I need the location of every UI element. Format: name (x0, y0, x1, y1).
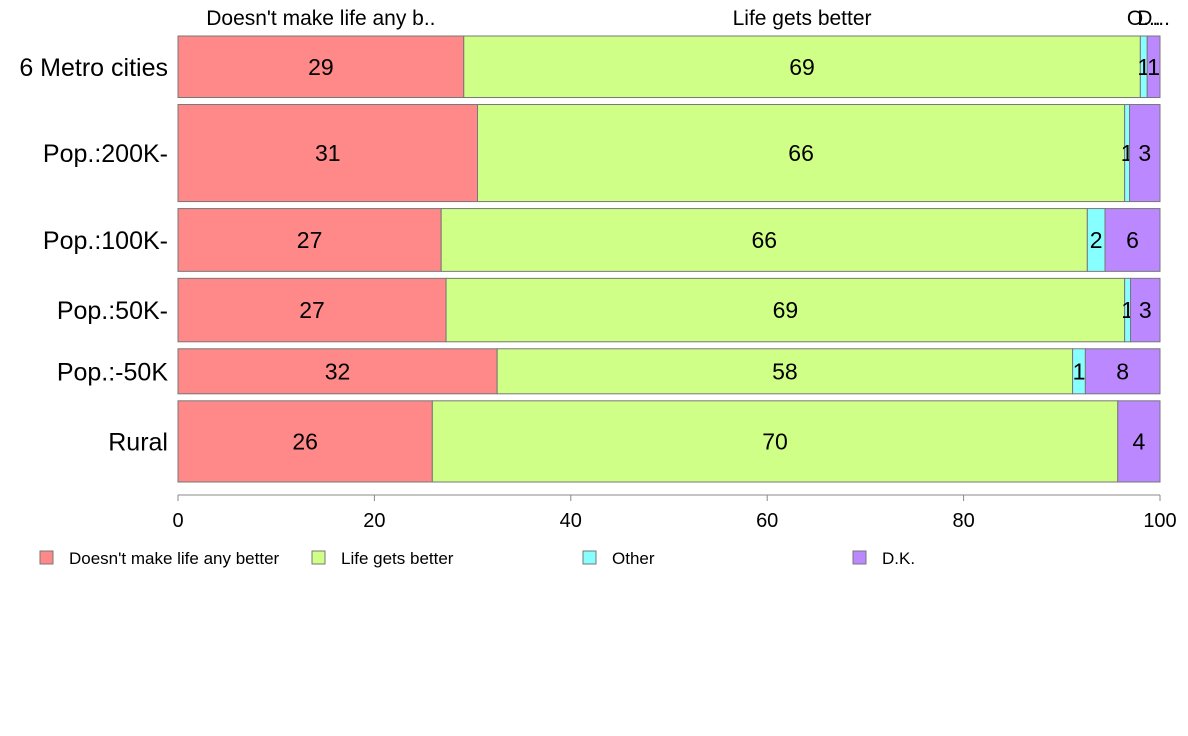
value-label: 26 (292, 428, 318, 454)
legend-label-other: Other (612, 549, 655, 568)
column-header-d-k: D... (1137, 7, 1170, 30)
bar-rural-d-k (1117, 400, 1161, 483)
bar-pop-50k-doesn-t-make-life-any-better (177, 348, 498, 395)
value-label: 8 (1116, 358, 1129, 384)
value-label: 58 (772, 358, 798, 384)
x-tick-label: 0 (172, 510, 183, 532)
x-axis: 0 20 40 60 80 100 (172, 494, 1177, 532)
bar-6-metro-cities-d-k (1146, 35, 1161, 99)
value-label: 4 (1132, 428, 1145, 454)
bar-pop-50k-d-k (1130, 277, 1161, 343)
column-headers: Doesn't make life any b.. Life gets bette… (206, 7, 1170, 30)
x-tick-label: 40 (560, 510, 582, 532)
bar-pop-200k-doesn-t-make-life-any-better (177, 104, 479, 203)
x-tick-label: 100 (1143, 510, 1176, 532)
legend-swatch-d-k (852, 550, 867, 565)
legend-label-doesn-t-make-life-any-better: Doesn't make life any better (69, 549, 280, 568)
value-label: 3 (1139, 297, 1152, 323)
bar-rural-doesn-t-make-life-any-better (177, 400, 433, 483)
value-label: 32 (325, 358, 351, 384)
row-label-pop-50k: Pop.:-50K (57, 358, 169, 386)
value-label: 2 (1090, 227, 1103, 253)
value-label: 31 (315, 140, 341, 166)
bar-pop-50k-d-k (1084, 348, 1161, 395)
value-label: 66 (788, 140, 814, 166)
bar-pop-50k-life-gets-better (496, 348, 1074, 395)
value-label: 27 (297, 227, 323, 253)
legend-swatch-life-gets-better (311, 550, 326, 565)
x-tick-label: 80 (952, 510, 974, 532)
legend: Doesn't make life any better Life gets be… (39, 549, 915, 568)
bar-pop-200k-d-k (1129, 104, 1161, 203)
legend-label-d-k: D.K. (882, 549, 915, 568)
value-label: 69 (789, 54, 815, 80)
value-label: 1 (1147, 54, 1160, 80)
legend-swatch-other (582, 550, 597, 565)
value-label: 3 (1138, 140, 1151, 166)
legend-label-life-gets-better: Life gets better (341, 549, 454, 568)
value-label: 27 (299, 297, 325, 323)
bar-pop-100k-d-k (1104, 208, 1161, 272)
bar-pop-50k-life-gets-better (445, 277, 1126, 343)
value-label: 1 (1073, 358, 1086, 384)
value-label: 29 (308, 54, 334, 80)
x-tick-label: 60 (756, 510, 778, 532)
row-labels: 6 Metro cities Pop.:200K- Pop.:100K- Pop.:5… (19, 54, 168, 457)
value-label: 69 (773, 297, 799, 323)
bar-pop-100k-life-gets-better (440, 208, 1088, 272)
x-tick-label: 20 (363, 510, 385, 532)
row-label-pop-50k: Pop.:50K- (57, 297, 168, 325)
row-label-6-metro-cities: 6 Metro cities (19, 54, 168, 82)
value-label: 6 (1126, 227, 1139, 253)
row-label-rural: Rural (108, 428, 168, 456)
bar-6-metro-cities-life-gets-better (463, 35, 1141, 99)
column-header-doesn-t-make-life-any-better: Doesn't make life any b.. (206, 7, 435, 30)
column-header-other: O... (1127, 7, 1161, 30)
value-label: 66 (751, 227, 777, 253)
bar-pop-50k-doesn-t-make-life-any-better (177, 277, 447, 343)
row-label-pop-100k: Pop.:100K- (43, 227, 168, 255)
row-label-pop-200k: Pop.:200K- (43, 140, 168, 168)
value-label: 70 (762, 428, 788, 454)
column-header-life-gets-better: Life gets better (733, 7, 872, 30)
bar-rural-life-gets-better (431, 400, 1119, 483)
legend-swatch-doesn-t-make-life-any-better (39, 550, 54, 565)
